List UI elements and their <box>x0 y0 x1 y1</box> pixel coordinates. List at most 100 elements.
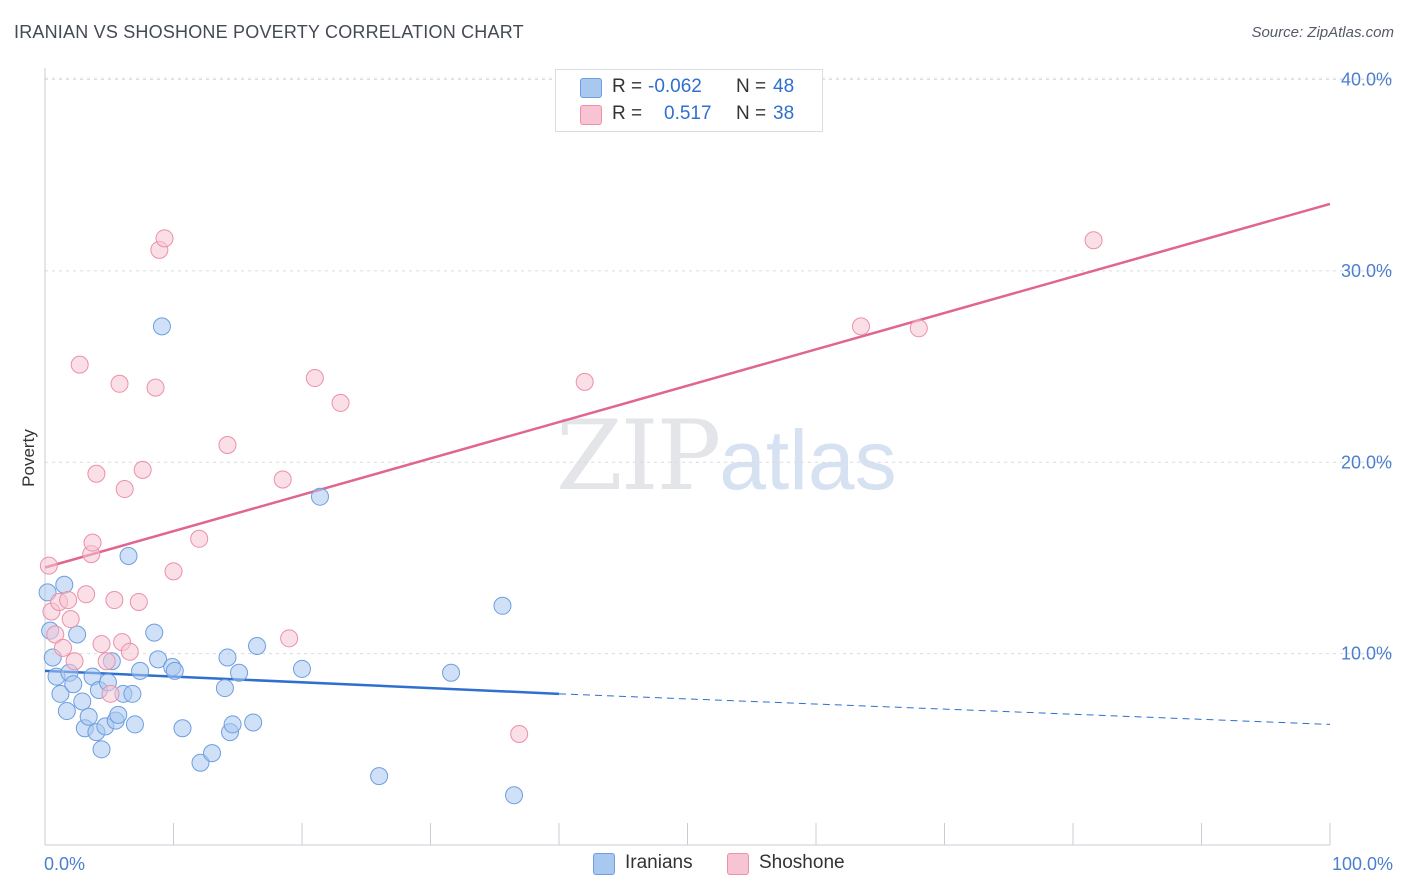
iranians-point <box>64 675 83 694</box>
shoshone-point <box>218 436 237 455</box>
iranians-point <box>191 753 210 772</box>
iranians-point <box>123 684 142 703</box>
shoshone-point <box>115 480 134 499</box>
iranians-point <box>79 707 98 726</box>
iranians-point <box>230 663 249 682</box>
shoshone-point <box>146 378 165 397</box>
shoshone-point <box>46 625 65 644</box>
legend-n-label: N = <box>736 76 767 97</box>
legend-r-label: R = <box>612 76 643 97</box>
iranians-point <box>38 583 57 602</box>
shoshone-point <box>575 372 594 391</box>
shoshone-point <box>280 629 299 648</box>
tick-labels: 10.0% 20.0% 30.0% 40.0% 0.0% 100.0% <box>44 70 1393 875</box>
iranians-point <box>223 715 242 734</box>
iranians-point <box>125 715 144 734</box>
y-axis-label: Poverty <box>19 429 38 487</box>
legend-r-label: R = <box>612 103 643 124</box>
bottom-legend-label-iranians: Iranians <box>625 852 693 873</box>
watermark: ZIPatlas <box>556 400 897 512</box>
iranians-point <box>73 692 92 711</box>
shoshone-point <box>53 638 72 657</box>
shoshone-point <box>105 591 124 610</box>
shoshone-point <box>851 317 870 336</box>
x-tick-label: 0.0% <box>44 854 85 874</box>
iranians-point <box>152 317 171 336</box>
x-tick-label: 100.0% <box>1332 854 1393 874</box>
iranians-point <box>370 767 389 786</box>
shoshone-point <box>120 642 139 661</box>
source-label: Source: ZipAtlas.com <box>1251 24 1394 41</box>
legend-n-value: 38 <box>773 103 795 124</box>
shoshone-point <box>909 319 928 338</box>
iranians-point <box>109 705 128 724</box>
legend-n-label: N = <box>736 103 767 124</box>
iranians-point <box>131 661 150 680</box>
iranians-point <box>218 648 237 667</box>
y-tick-label: 20.0% <box>1341 452 1392 472</box>
watermark-atlas: atlas <box>719 413 897 507</box>
iranians-point <box>203 744 222 763</box>
shoshone-point <box>190 529 209 548</box>
shoshone-point <box>87 464 106 483</box>
shoshone-point <box>39 556 58 575</box>
legend-swatch-iranians <box>580 78 602 98</box>
shoshone-point <box>510 725 529 744</box>
shoshone-point <box>83 533 102 552</box>
iranians-point <box>493 596 512 615</box>
shoshone-point <box>92 635 111 654</box>
shoshone-point <box>331 393 350 412</box>
iranians-point <box>293 659 311 678</box>
iranians-point <box>165 661 184 680</box>
bottom-legend-label-shoshone: Shoshone <box>759 852 845 873</box>
y-tick-label: 30.0% <box>1341 261 1392 281</box>
legend-n-value: 48 <box>773 76 795 97</box>
iranians-point <box>442 663 461 682</box>
data-points <box>38 229 1103 805</box>
shoshone-point <box>65 652 84 671</box>
shoshone-point <box>110 374 129 393</box>
watermark-zip: ZIP <box>556 400 721 512</box>
trend-lines <box>44 202 1331 725</box>
iranians-trend-line <box>44 669 560 696</box>
axes <box>44 68 1331 846</box>
iranians-point <box>51 684 70 703</box>
iranians-point <box>215 679 234 698</box>
shoshone-point <box>77 585 96 604</box>
legend-r-value: 0.517 <box>664 103 712 124</box>
grid-lines <box>45 77 1392 655</box>
shoshone-trend-line <box>44 202 1331 569</box>
y-tick-label: 40.0% <box>1341 70 1392 90</box>
shoshone-point <box>1084 231 1103 250</box>
iranians-point <box>92 740 111 759</box>
correlation-legend: R = -0.062 N = 48 R = 0.517 N = 38 <box>555 69 823 132</box>
shoshone-point <box>305 369 324 388</box>
iranians-point <box>173 719 192 738</box>
iranians-point <box>310 487 329 506</box>
iranians-point <box>248 636 267 655</box>
iranians-point <box>505 786 524 805</box>
iranians-point <box>145 623 164 642</box>
iranians-point <box>57 702 76 721</box>
bottom-legend-swatch-shoshone <box>727 853 749 875</box>
bottom-legend-swatch-iranians <box>593 853 615 875</box>
shoshone-point <box>59 591 78 610</box>
legend-r-value: -0.062 <box>648 76 702 97</box>
iranians-point <box>244 713 263 732</box>
shoshone-point <box>273 470 292 489</box>
shoshone-point <box>164 562 183 581</box>
shoshone-point <box>70 355 89 374</box>
shoshone-point <box>129 592 148 611</box>
iranians-point <box>68 625 87 644</box>
shoshone-point <box>101 684 120 703</box>
shoshone-point <box>155 229 174 248</box>
iranians-point <box>119 547 138 566</box>
legend-swatch-shoshone <box>580 105 602 125</box>
shoshone-point <box>97 652 116 671</box>
shoshone-point <box>133 460 152 479</box>
shoshone-point <box>61 610 80 629</box>
iranians-point <box>149 650 168 669</box>
y-tick-label: 10.0% <box>1341 644 1392 664</box>
iranians-point <box>55 575 74 594</box>
